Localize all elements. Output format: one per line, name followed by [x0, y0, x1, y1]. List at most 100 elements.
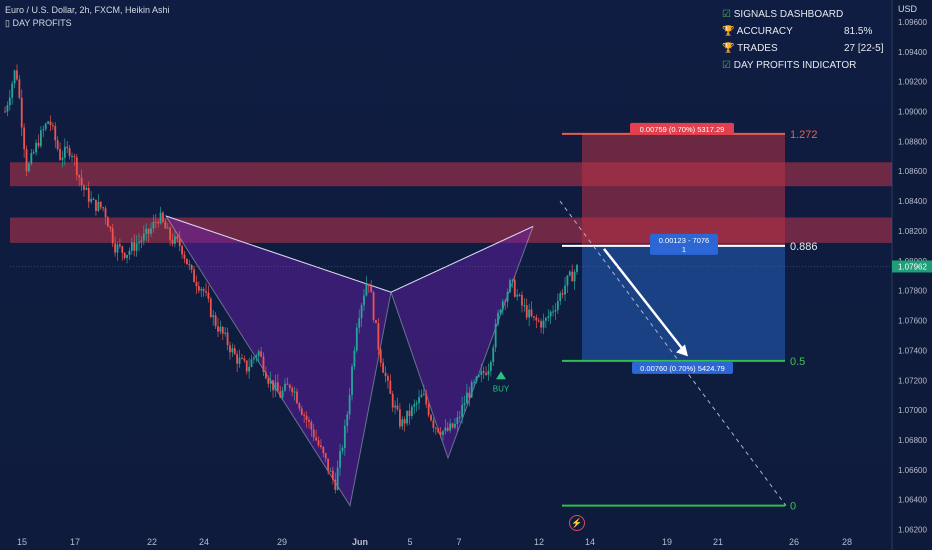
candle-body: [190, 265, 193, 270]
candle-body: [341, 447, 344, 452]
entry-label: 0.00123 - 7076: [659, 236, 709, 245]
candle-body: [39, 130, 42, 146]
candle-body: [214, 315, 217, 327]
candle-body: [329, 470, 332, 472]
candle-body: [162, 212, 164, 222]
candle-body: [159, 212, 162, 224]
candle-body: [489, 362, 492, 371]
candle-body: [346, 414, 349, 426]
x-tick-label: 17: [70, 537, 80, 547]
dashboard-label: SIGNALS DASHBOARD: [733, 9, 844, 20]
candle-body: [348, 394, 351, 415]
y-tick-label: 1.06200: [898, 526, 927, 535]
candle-body: [485, 372, 487, 375]
harmonic-triangle-xab: [164, 215, 392, 507]
y-tick-label: 1.08600: [898, 167, 927, 176]
candle-body: [463, 403, 466, 406]
candle-body: [30, 152, 33, 164]
candle-body: [535, 317, 538, 321]
candle-body: [511, 279, 514, 281]
candle-body: [315, 437, 318, 441]
candle-body: [365, 283, 368, 296]
y-axis-unit: USD: [898, 4, 918, 14]
candle-body: [150, 228, 152, 234]
candle-body: [61, 157, 64, 160]
candle-body: [513, 279, 516, 297]
candle-body: [406, 410, 408, 424]
candle-body: [573, 271, 576, 282]
candle-body: [439, 432, 442, 435]
candle-body: [267, 378, 270, 384]
candle-body: [549, 311, 552, 317]
candle-body: [415, 402, 418, 405]
dashboard-value: 27 [22-5]: [844, 43, 884, 54]
candle-body: [542, 320, 545, 328]
y-tick-label: 1.07400: [898, 346, 927, 355]
dashboard-row: 🏆 ACCURACY 81.5%: [722, 26, 872, 37]
dashboard-label: DAY PROFITS INDICATOR: [733, 60, 857, 71]
candle-body: [264, 371, 267, 379]
y-tick-label: 1.06800: [898, 436, 927, 445]
candle-body: [523, 305, 526, 307]
candle-body: [401, 419, 404, 427]
candle-body: [331, 470, 334, 480]
forecast-arrow: [603, 248, 687, 355]
candle-body: [320, 445, 322, 448]
candle-body: [279, 391, 282, 398]
lightning-icon[interactable]: ⚡: [569, 515, 585, 531]
take-profit-box: [582, 245, 785, 361]
candle-body: [114, 243, 116, 253]
indicator-label: ▯ DAY PROFITS: [5, 18, 72, 29]
candle-body: [49, 121, 52, 126]
candle-body: [442, 430, 444, 435]
y-tick-label: 1.09600: [898, 18, 927, 27]
candle-body: [461, 405, 464, 417]
x-tick-label: 12: [534, 537, 544, 547]
candle-body: [147, 228, 150, 234]
y-tick-label: 1.08400: [898, 197, 927, 206]
candle-body: [284, 383, 286, 391]
candle-body: [8, 97, 11, 106]
candle-body: [377, 323, 380, 350]
trophy-icon: 🏆: [722, 43, 735, 54]
candle-body: [561, 293, 564, 295]
candle-body: [298, 403, 301, 409]
candle-body: [133, 242, 136, 251]
candle-body: [487, 370, 490, 375]
candle-body: [197, 286, 200, 291]
candle-body: [126, 254, 128, 259]
candle-body: [202, 289, 205, 292]
x-tick-label: 7: [456, 537, 461, 547]
candle-body: [99, 201, 102, 208]
candle-body: [336, 467, 339, 490]
candle-body: [116, 244, 119, 253]
candle-body: [6, 105, 9, 112]
candle-body: [293, 391, 296, 393]
candle-body: [44, 123, 47, 130]
candle-body: [260, 351, 262, 357]
candle-body: [506, 292, 509, 302]
candle-body: [516, 294, 519, 297]
candle-body: [403, 419, 406, 424]
candle-body: [303, 414, 306, 416]
candle-body: [394, 405, 397, 408]
candle-body: [387, 376, 389, 381]
candle-body: [195, 281, 198, 287]
price-axis-panel: [892, 0, 932, 550]
y-tick-label: 1.07000: [898, 406, 927, 415]
candle-body: [379, 349, 382, 363]
y-tick-label: 1.09200: [898, 78, 927, 87]
candle-body: [449, 423, 452, 431]
dashboard-label: TRADES: [737, 43, 778, 54]
candle-body: [152, 221, 155, 229]
candle-body: [56, 140, 59, 150]
y-tick-label: 1.07600: [898, 317, 927, 326]
candle-body: [63, 146, 66, 158]
candle-body: [370, 285, 373, 293]
candle-body: [422, 393, 425, 395]
candle-body: [425, 393, 428, 405]
candle-body: [193, 269, 195, 282]
candle-body: [238, 357, 241, 364]
y-tick-label: 1.09000: [898, 108, 927, 117]
